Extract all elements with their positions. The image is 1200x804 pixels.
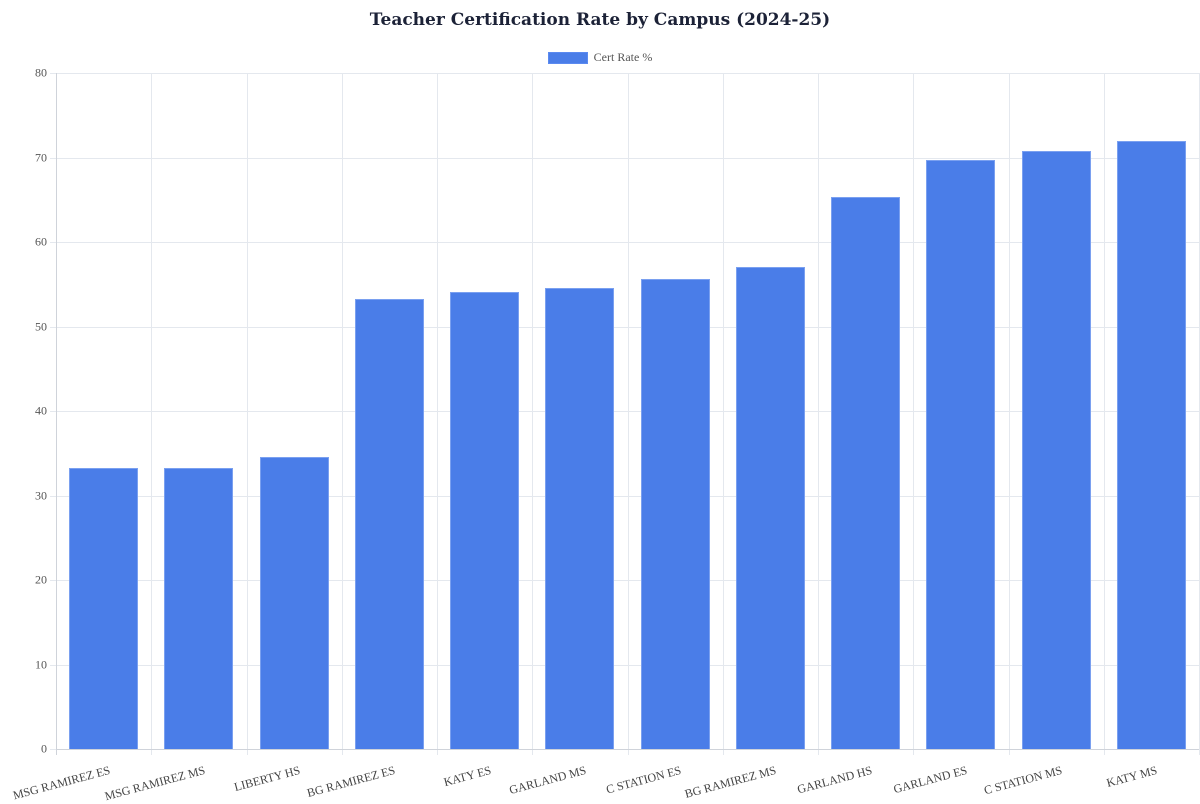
legend: Cert Rate %: [0, 50, 1200, 65]
gridline-horizontal: [50, 73, 1199, 74]
y-tick-label: 40: [35, 403, 47, 418]
y-tick-label: 80: [35, 65, 47, 80]
y-tick-label: 50: [35, 319, 47, 333]
x-tick-label: MSG RAMIREZ ES: [11, 763, 112, 803]
gridline-vertical: [532, 73, 534, 755]
y-tick-label: 60: [35, 234, 47, 249]
gridline-vertical: [627, 73, 629, 755]
gridline-vertical: [1008, 73, 1010, 755]
gridline-horizontal: [50, 411, 1199, 412]
x-tick-label: C STATION MS: [982, 763, 1064, 798]
gridline-vertical: [1103, 73, 1105, 755]
x-tick-label: KATY MS: [1105, 763, 1159, 790]
bar[interactable]: [831, 197, 901, 749]
bar[interactable]: [354, 298, 424, 749]
x-tick-label: BG RAMIREZ ES: [305, 763, 397, 800]
gridline-horizontal: [50, 580, 1199, 581]
x-tick-label: GARLAND MS: [507, 763, 588, 797]
x-tick-label: GARLAND HS: [795, 763, 874, 797]
gridline-horizontal: [50, 664, 1199, 666]
gridline-vertical: [341, 73, 343, 755]
gridline-vertical: [818, 73, 819, 755]
x-tick-label: MSG RAMIREZ MS: [103, 763, 207, 804]
gridline-horizontal: [50, 242, 1199, 243]
y-axis: [56, 73, 57, 755]
legend-swatch[interactable]: [547, 51, 588, 64]
x-tick-label: C STATION ES: [604, 763, 683, 797]
gridline-horizontal: [50, 157, 1199, 159]
gridline-vertical: [913, 73, 915, 755]
plot-area: 0 10 20 30 40 50 60 70 80 MSG RAMIREZ ES MSG RAMIR…: [11, 66, 1200, 803]
bar[interactable]: [545, 288, 615, 749]
gridline-vertical: [151, 73, 153, 755]
y-tick-label: 70: [35, 150, 47, 164]
bar[interactable]: [259, 457, 329, 749]
x-tick-label: BG RAMIREZ MS: [683, 763, 778, 801]
y-tick-label: 10: [35, 657, 47, 671]
legend-label: Cert Rate %: [593, 50, 653, 64]
bar[interactable]: [1021, 150, 1091, 749]
bar[interactable]: [450, 291, 520, 749]
y-tick-label: 20: [35, 572, 47, 587]
bar[interactable]: [164, 467, 234, 749]
gridline-vertical: [722, 73, 724, 755]
bar[interactable]: [926, 160, 996, 749]
gridline-vertical: [437, 73, 438, 755]
x-tick-label: LIBERTY HS: [232, 763, 302, 795]
x-axis: [56, 749, 1199, 750]
gridline-horizontal: [50, 326, 1199, 328]
y-tick-label: 0: [41, 741, 47, 756]
x-tick-label: KATY ES: [441, 763, 493, 790]
y-tick-label: 30: [35, 488, 47, 502]
x-tick-label: GARLAND ES: [891, 763, 969, 797]
bar[interactable]: [735, 266, 805, 749]
bar[interactable]: [69, 467, 139, 749]
bar[interactable]: [640, 279, 710, 749]
gridline-vertical: [246, 73, 248, 755]
gridline-horizontal: [50, 495, 1199, 497]
bar[interactable]: [1116, 140, 1186, 749]
chart-title: Teacher Certification Rate by Campus (20…: [369, 10, 831, 30]
